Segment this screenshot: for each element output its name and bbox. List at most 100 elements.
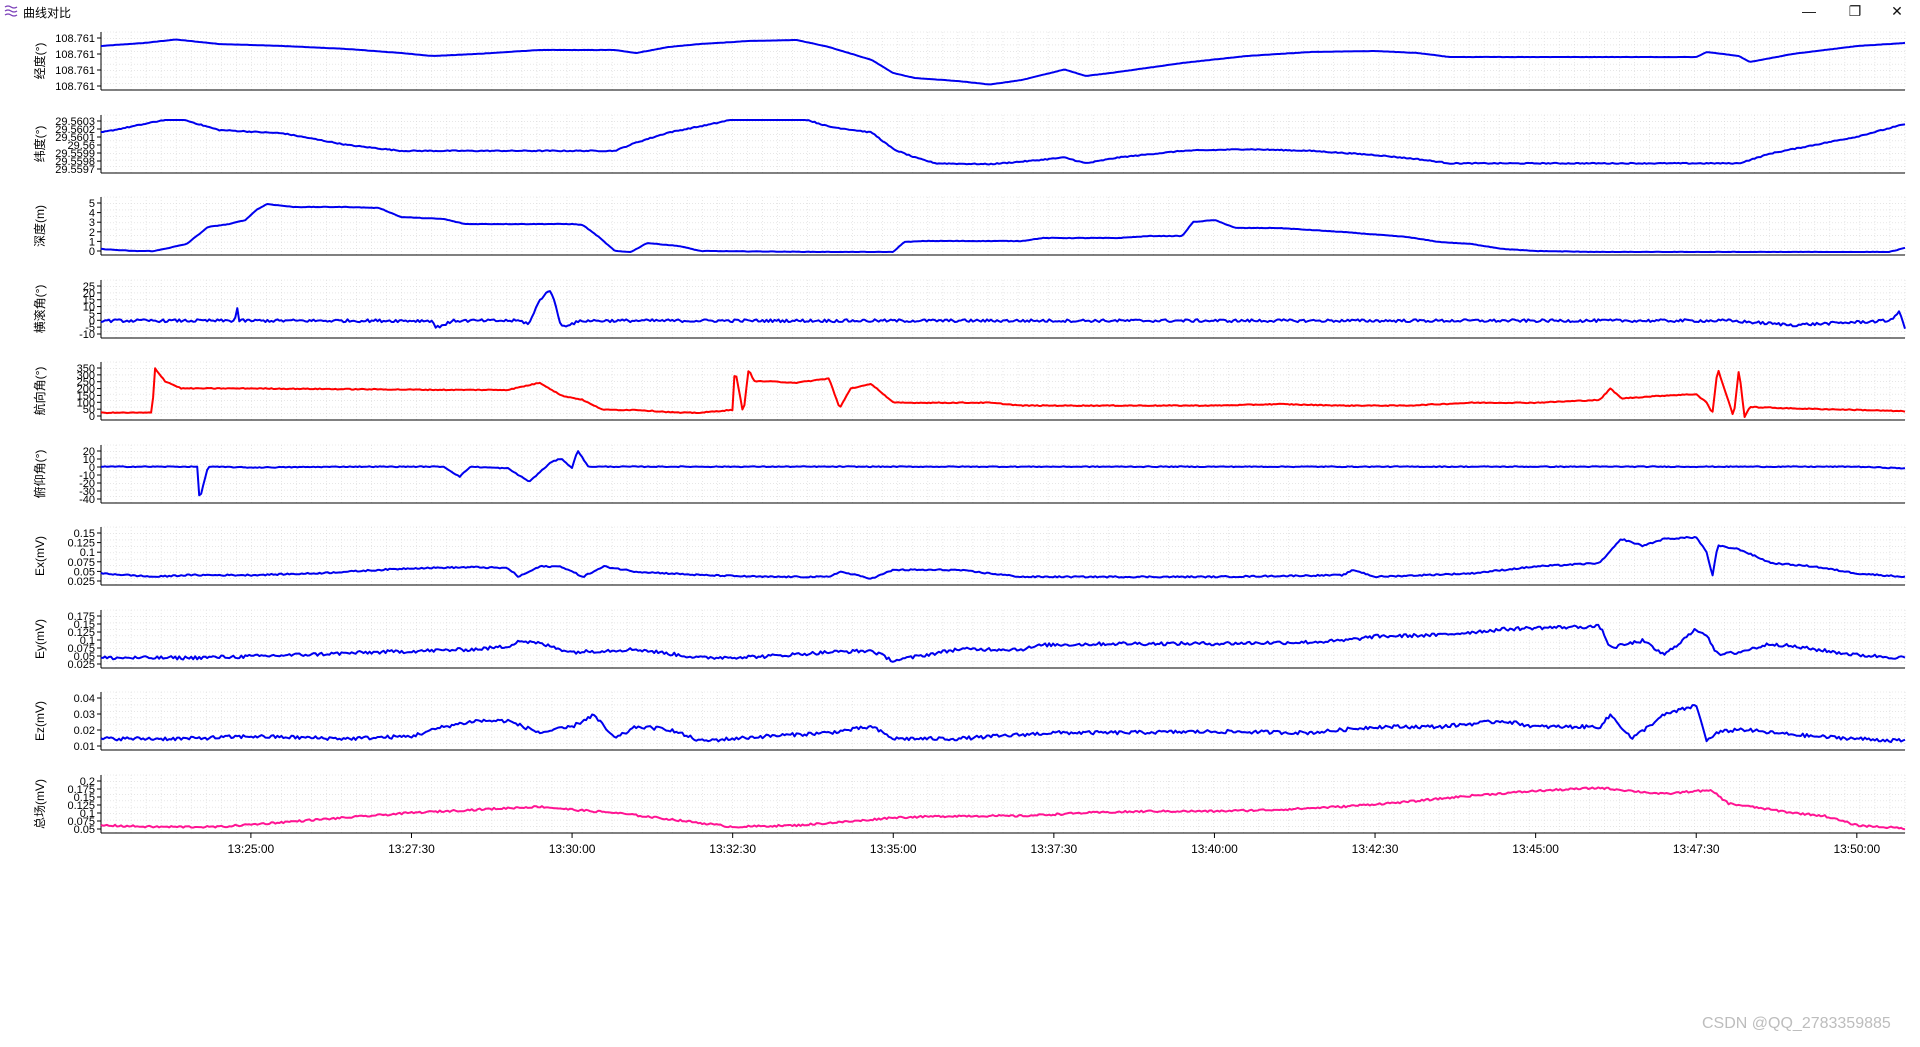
x-tick-label: 13:35:00 bbox=[870, 842, 917, 856]
y-tick-label: 0 bbox=[89, 246, 95, 258]
y-tick-label: 250 bbox=[77, 377, 95, 389]
y-tick-label: 100 bbox=[77, 397, 95, 409]
y-tick-label: 0.025 bbox=[67, 659, 95, 671]
x-tick-label: 13:30:00 bbox=[549, 842, 596, 856]
x-tick-label: 13:27:30 bbox=[388, 842, 435, 856]
y-tick-label: 2 bbox=[89, 227, 95, 239]
y-tick-label: 108.761 bbox=[55, 65, 95, 77]
wave-lines-icon bbox=[4, 5, 18, 17]
y-tick-label: 0.175 bbox=[67, 784, 95, 796]
series-line bbox=[100, 367, 1906, 418]
x-tick-label: 13:50:00 bbox=[1833, 842, 1880, 856]
panel-1: 108.761 108.761 108.761 108.761 经度(°) bbox=[32, 31, 1906, 93]
y-axis-label: 经度(°) bbox=[32, 43, 47, 80]
y-tick-label: 108.761 bbox=[55, 33, 95, 45]
y-tick-label: 0.025 bbox=[67, 576, 95, 588]
x-tick-label: 13:47:30 bbox=[1673, 842, 1720, 856]
restore-button[interactable]: ❐ bbox=[1848, 2, 1862, 19]
y-tick-label: 0.1 bbox=[80, 808, 95, 820]
y-tick-label: 0 bbox=[89, 462, 95, 474]
y-tick-label: 0.01 bbox=[74, 741, 95, 753]
series-line bbox=[100, 38, 1906, 86]
series-line bbox=[100, 704, 1906, 744]
y-tick-label: 108.761 bbox=[55, 81, 95, 93]
y-axis-label: 横滚角(°) bbox=[32, 285, 47, 334]
series-line bbox=[100, 536, 1906, 580]
y-tick-label: 29.5599 bbox=[55, 148, 95, 160]
x-tick-label: 13:37:30 bbox=[1030, 842, 1077, 856]
y-tick-label: -40 bbox=[79, 494, 95, 506]
y-tick-label: -10 bbox=[79, 329, 95, 341]
y-tick-label: 10 bbox=[83, 454, 95, 466]
x-axis: 13:25:00 13:27:30 13:30:00 13:32:30 13:35:00… bbox=[228, 833, 1880, 856]
minimize-button[interactable]: — bbox=[1802, 3, 1816, 19]
y-tick-label: 0.075 bbox=[67, 643, 95, 655]
x-tick-label: 13:25:00 bbox=[228, 842, 275, 856]
series-line bbox=[100, 290, 1906, 329]
y-tick-label: 4 bbox=[89, 208, 95, 220]
y-tick-label: -30 bbox=[79, 486, 95, 498]
y-axis-label: 深度(m) bbox=[32, 205, 47, 247]
y-tick-label: 50 bbox=[83, 404, 95, 416]
y-tick-label: 29.5598 bbox=[55, 156, 95, 168]
y-axis-label: 俯仰角(°) bbox=[32, 450, 47, 499]
y-tick-label: 29.5597 bbox=[55, 164, 95, 176]
y-axis-label: Ex(mV) bbox=[33, 536, 47, 576]
watermark: CSDN @QQ_2783359885 bbox=[1702, 1015, 1891, 1032]
y-axis-label: Ez(mV) bbox=[33, 701, 47, 741]
y-tick-label: 0.2 bbox=[80, 776, 95, 788]
x-tick-label: 13:40:00 bbox=[1191, 842, 1238, 856]
panel-9: 0.04 0.03 0.02 0.01 Ez(mV) bbox=[33, 691, 1906, 753]
y-tick-label: 29.5603 bbox=[55, 116, 95, 128]
y-tick-label: 0.02 bbox=[74, 725, 95, 737]
y-tick-label: 15 bbox=[83, 295, 95, 307]
y-tick-label: -20 bbox=[79, 478, 95, 490]
close-button[interactable]: ✕ bbox=[1891, 2, 1903, 19]
chart-stack: 108.761 108.761 108.761 108.761 经度(°) 29.5603… bbox=[0, 22, 1920, 1042]
x-tick-label: 13:32:30 bbox=[709, 842, 756, 856]
y-tick-label: 3 bbox=[89, 217, 95, 229]
y-tick-label: 5 bbox=[89, 198, 95, 210]
y-tick-label: 0.125 bbox=[67, 800, 95, 812]
y-axis-label: 总场(mV) bbox=[33, 779, 47, 829]
y-tick-label: 0.05 bbox=[74, 651, 95, 663]
y-tick-label: 0.03 bbox=[74, 709, 95, 721]
y-tick-label: 0.05 bbox=[74, 566, 95, 578]
y-tick-label: 0.15 bbox=[74, 619, 95, 631]
y-tick-label: 10 bbox=[83, 302, 95, 314]
y-tick-label: 0.125 bbox=[67, 627, 95, 639]
series-line bbox=[101, 119, 1906, 166]
y-tick-label: 0.125 bbox=[67, 538, 95, 550]
y-tick-label: 20 bbox=[83, 446, 95, 458]
y-axis-label: Ey(mV) bbox=[33, 619, 47, 659]
series-line bbox=[100, 786, 1906, 831]
series-line bbox=[101, 450, 1906, 497]
series-line bbox=[100, 203, 1906, 253]
charts-svg: 108.761108.761108.761108.761经度(°)29.5603… bbox=[32, 31, 1906, 856]
y-tick-label: 29.5601 bbox=[55, 132, 95, 144]
y-tick-label: 0 bbox=[89, 315, 95, 327]
y-tick-label: -5 bbox=[85, 322, 95, 334]
panel-2: 29.560329.560229.560129.5629.559929.5598… bbox=[32, 114, 1906, 176]
y-tick-label: 29.56 bbox=[67, 140, 95, 152]
y-tick-label: 350 bbox=[77, 363, 95, 375]
window-title: 曲线对比 bbox=[23, 6, 72, 20]
y-tick-label: 5 bbox=[89, 308, 95, 320]
y-tick-label: 0.175 bbox=[67, 611, 95, 623]
y-tick-label: 0.1 bbox=[80, 547, 95, 559]
y-tick-label: 0.05 bbox=[74, 824, 95, 836]
y-tick-label: 108.761 bbox=[55, 49, 95, 61]
y-tick-label: 20 bbox=[83, 288, 95, 300]
y-tick-label: 0 bbox=[89, 411, 95, 423]
y-tick-label: 300 bbox=[77, 370, 95, 382]
y-tick-label: 200 bbox=[77, 384, 95, 396]
y-tick-label: 1 bbox=[89, 236, 95, 248]
series-line bbox=[100, 623, 1906, 663]
y-tick-label: -10 bbox=[79, 470, 95, 482]
